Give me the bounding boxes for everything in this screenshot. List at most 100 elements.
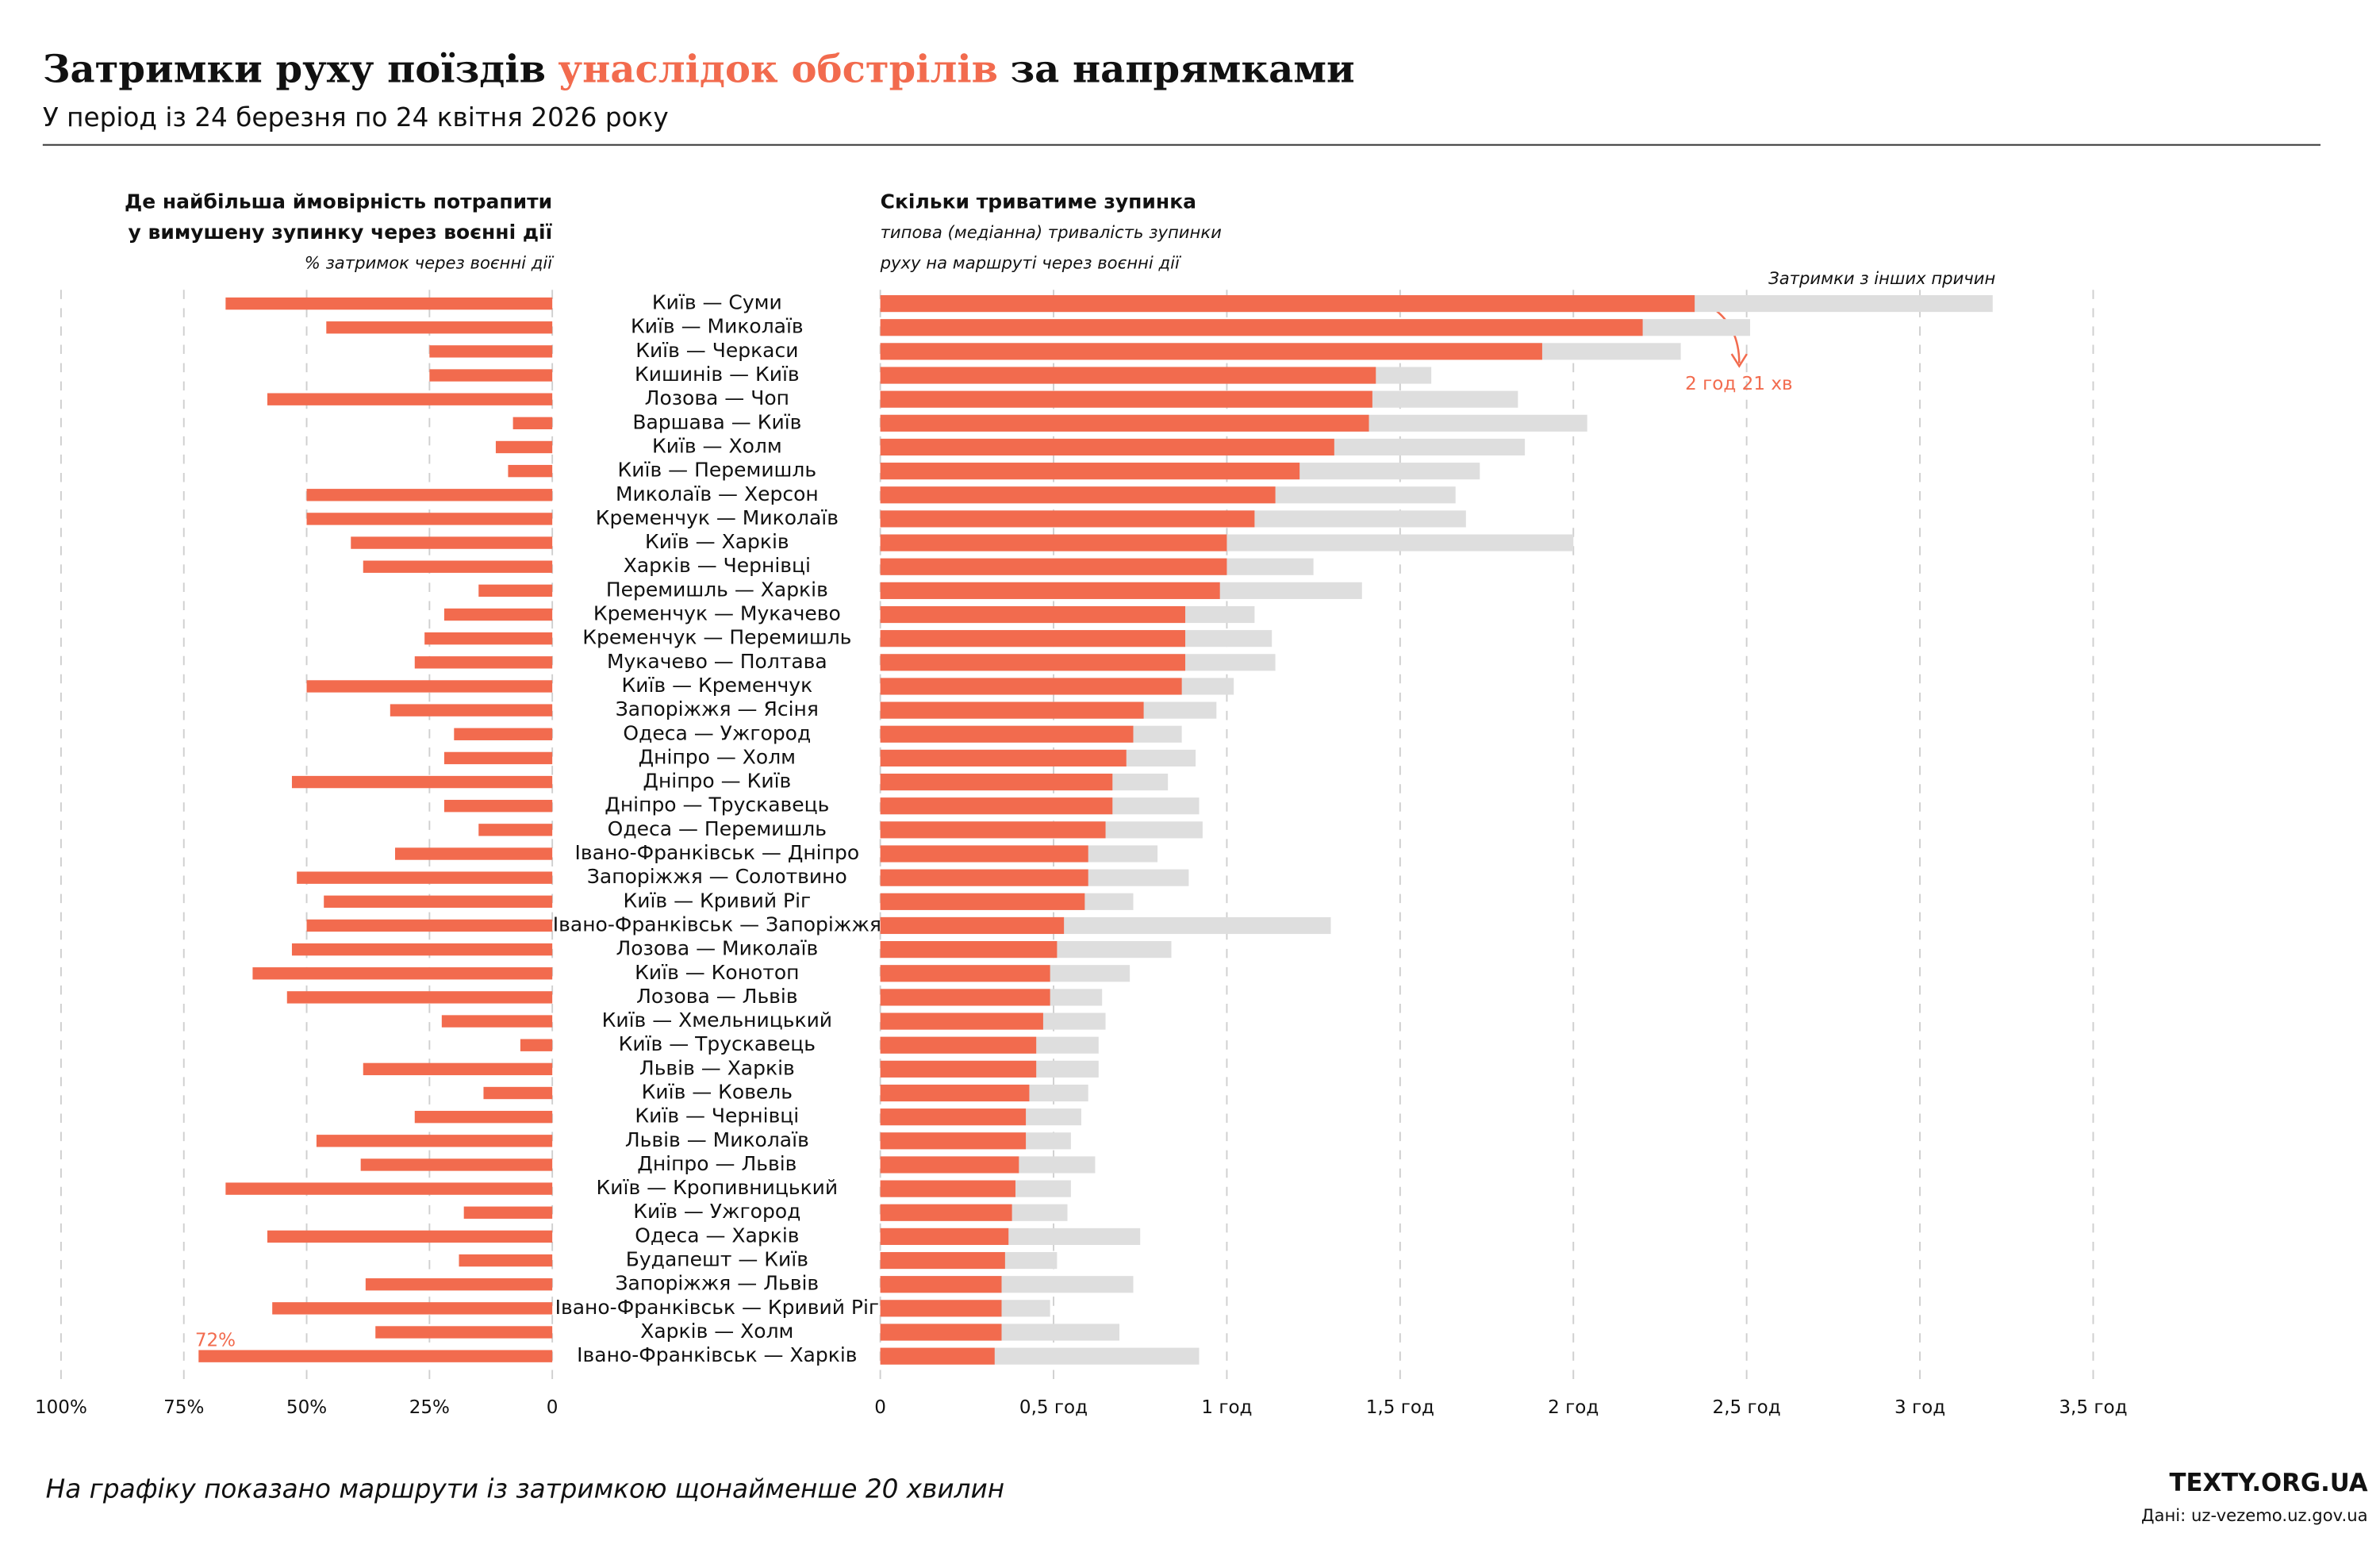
panel-title: у вимушену зупинку через воєнні дії bbox=[129, 221, 553, 244]
bar bbox=[414, 1110, 553, 1124]
bar bbox=[880, 1204, 1012, 1221]
bar bbox=[252, 967, 553, 980]
category-label: Івано-Франківськ — Кривий Ріг bbox=[555, 1296, 879, 1319]
bar bbox=[880, 869, 1088, 886]
bar bbox=[880, 773, 1113, 791]
bar bbox=[414, 656, 553, 669]
bar bbox=[508, 464, 553, 478]
bar bbox=[880, 1324, 1002, 1341]
annotation-arrowhead bbox=[1730, 353, 1748, 368]
category-label: Лозова — Львів bbox=[636, 985, 797, 1008]
category-label: Будапешт — Київ bbox=[626, 1248, 808, 1271]
panel-subtitle: % затримок через воєнні дії bbox=[305, 253, 555, 273]
bar bbox=[880, 1251, 1005, 1270]
panel-title: Де найбільша ймовірність потрапити bbox=[125, 190, 552, 213]
bar bbox=[324, 895, 553, 909]
bar bbox=[306, 513, 553, 525]
bar bbox=[441, 1015, 553, 1028]
bar bbox=[459, 1254, 553, 1267]
bar bbox=[880, 654, 1186, 671]
category-label: Київ — Кропивницький bbox=[597, 1176, 839, 1199]
bar bbox=[880, 1180, 1015, 1197]
bar bbox=[880, 558, 1227, 575]
bar bbox=[880, 438, 1334, 456]
bar bbox=[463, 1206, 553, 1219]
bar bbox=[363, 1062, 553, 1076]
category-label: Дніпро — Київ bbox=[643, 770, 791, 793]
bar bbox=[363, 560, 553, 573]
x-tick-label: 0,5 год bbox=[1019, 1397, 1088, 1418]
bar bbox=[495, 440, 553, 454]
bar bbox=[880, 367, 1376, 384]
bar bbox=[880, 1060, 1037, 1078]
bar bbox=[880, 1228, 1009, 1245]
bar bbox=[880, 414, 1369, 432]
bar bbox=[272, 1302, 553, 1315]
category-label: Кременчук — Перемишль bbox=[582, 626, 851, 649]
category-label: Київ — Миколаїв bbox=[631, 315, 804, 338]
bar bbox=[880, 486, 1276, 504]
bar bbox=[360, 1158, 553, 1171]
title: Затримки руху поїздів унаслідок обстрілів… bbox=[43, 47, 1355, 91]
bar bbox=[880, 1012, 1043, 1030]
category-label: Кременчук — Мукачево bbox=[593, 602, 841, 625]
bar bbox=[880, 845, 1088, 863]
category-label: Лозова — Чоп bbox=[645, 386, 789, 409]
bar bbox=[225, 1182, 553, 1195]
bar bbox=[880, 534, 1227, 551]
category-label: Київ — Холм bbox=[652, 434, 782, 457]
bar bbox=[880, 797, 1113, 815]
bar bbox=[880, 941, 1058, 959]
x-tick-label: 1 год bbox=[1201, 1397, 1252, 1418]
value-label: 72% bbox=[195, 1330, 236, 1350]
bar bbox=[880, 1036, 1037, 1054]
title-part: за напрямками bbox=[1010, 47, 1354, 91]
bar bbox=[880, 1108, 1027, 1126]
category-label: Івано-Франківськ — Харків bbox=[577, 1343, 857, 1366]
category-label: Запоріжжя — Ясіня bbox=[616, 697, 819, 720]
bar bbox=[880, 343, 1542, 360]
subtitle: У період із 24 березня по 24 квітня 2026… bbox=[43, 102, 669, 133]
bar bbox=[291, 775, 553, 789]
bar bbox=[375, 1326, 553, 1339]
category-label: Харків — Чернівці bbox=[624, 554, 811, 577]
category-label: Київ — Ковель bbox=[642, 1081, 793, 1104]
source: Дані: uz-vezemo.uz.gov.ua bbox=[2141, 1505, 2368, 1525]
bar bbox=[880, 582, 1220, 599]
category-label: Перемишль — Харків bbox=[606, 578, 828, 601]
bar bbox=[880, 678, 1182, 695]
bar bbox=[198, 1350, 553, 1362]
bar bbox=[512, 417, 553, 430]
bar bbox=[351, 536, 553, 549]
bar bbox=[443, 800, 553, 813]
x-tick-label: 1,5 год bbox=[1366, 1397, 1434, 1418]
category-label: Київ — Перемишль bbox=[618, 459, 817, 482]
category-label: Київ — Суми bbox=[652, 291, 782, 314]
bar bbox=[306, 919, 553, 932]
x-tick-label: 100% bbox=[35, 1397, 87, 1418]
bar bbox=[880, 605, 1186, 624]
x-tick-label: 50% bbox=[286, 1397, 327, 1418]
bar bbox=[429, 369, 553, 382]
bar bbox=[390, 704, 553, 717]
category-label: Київ — Ужгород bbox=[633, 1200, 800, 1223]
bar bbox=[306, 680, 553, 693]
bar bbox=[424, 632, 553, 645]
legend-label: Затримки з інших причин bbox=[1768, 268, 1995, 288]
category-label: Дніпро — Трускавець bbox=[605, 793, 829, 816]
x-tick-label: 3 год bbox=[1894, 1397, 1945, 1418]
category-label: Запоріжжя — Львів bbox=[616, 1272, 820, 1295]
bar bbox=[443, 608, 553, 621]
bar bbox=[880, 1132, 1027, 1150]
category-label: Київ — Трускавець bbox=[619, 1032, 816, 1055]
bar bbox=[880, 510, 1255, 528]
bar bbox=[326, 321, 553, 334]
category-label: Мукачево — Полтава bbox=[607, 650, 827, 673]
bar bbox=[880, 1276, 1002, 1293]
bar bbox=[880, 319, 1643, 336]
category-label: Київ — Черкаси bbox=[635, 339, 798, 362]
bar bbox=[880, 1347, 995, 1365]
bar bbox=[880, 1084, 1030, 1102]
